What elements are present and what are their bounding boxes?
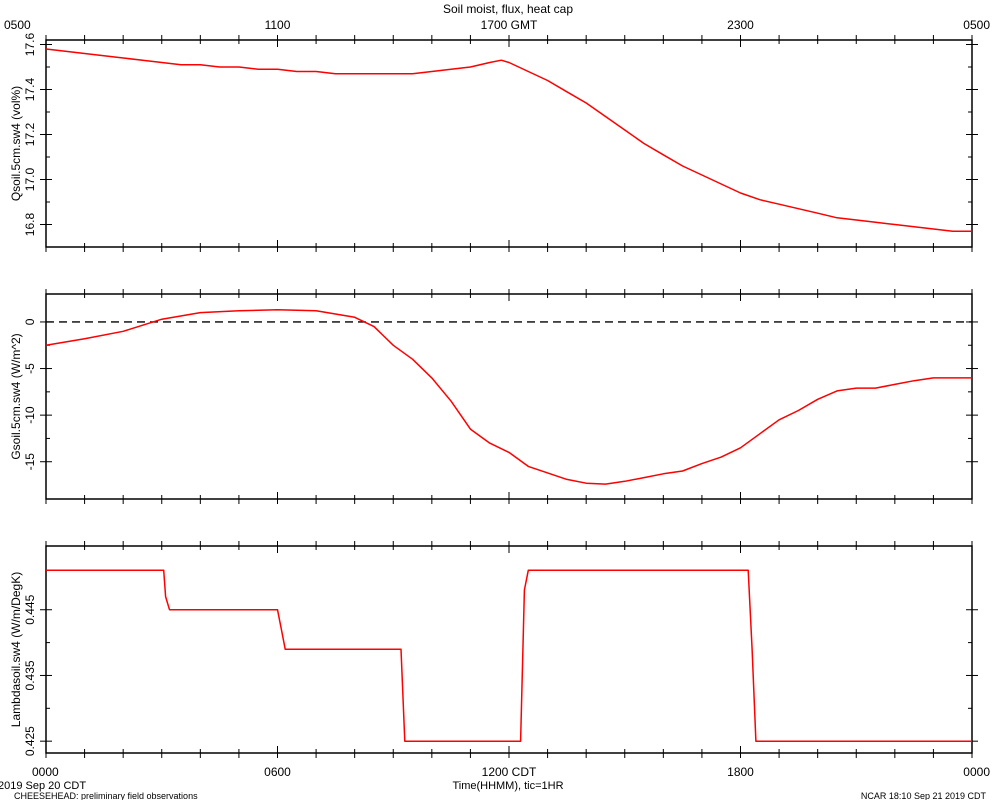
bottom-tick-label: 1800 [727, 765, 754, 779]
panel-2: -15 -10 -5 0 Gsoil.5cm.sw4 (W/m^2) [9, 289, 978, 504]
panel-1: 16.8 17.0 17.2 17.4 17.6 Qsoil.5cm.sw4 (vol%) [9, 32, 978, 252]
project-label: CHEESEHEAD: preliminary field observatio… [14, 791, 198, 800]
top-tick-label: 0500 [963, 18, 990, 32]
y-tick-label: -10 [23, 406, 37, 424]
chart-panels: 16.8 17.0 17.2 17.4 17.6 Qsoil.5cm.sw4 (vol%)… [9, 32, 978, 758]
y-tick-label: 17.4 [23, 77, 37, 101]
y-tick-label: 17.6 [23, 32, 37, 56]
y-tick-label: 16.8 [23, 212, 37, 236]
top-tick-label: 1100 [265, 18, 291, 32]
x-axis-label: Time(HHMM), tic=1HR [452, 780, 563, 792]
series-line [46, 569, 972, 742]
top-time-axis: 0500 1100 1700 GMT 2300 0500 [4, 18, 990, 32]
chart-title: Soil moist, flux, heat cap [443, 2, 573, 16]
credit-label: NCAR 18:10 Sep 21 2019 CDT [861, 791, 987, 800]
y-tick-label: 0 [23, 318, 37, 325]
y-axis-label: Lambdasoil.sw4 (W/m/DegK) [9, 572, 23, 727]
bottom-tick-label: 0000 [963, 765, 990, 779]
bottom-tick-label: 0000 [32, 765, 59, 779]
top-tick-label: 0500 [4, 18, 31, 32]
panel-frame [45, 293, 973, 500]
y-tick-label: -5 [23, 363, 37, 374]
panel-frame [45, 39, 973, 248]
top-tick-label: 1700 GMT [481, 18, 538, 32]
y-tick-label: 0.445 [23, 594, 37, 624]
y-tick-label: 0.435 [23, 660, 37, 690]
y-axis-label: Gsoil.5cm.sw4 (W/m^2) [9, 333, 23, 459]
panel-frame [45, 545, 973, 754]
y-tick-label: -15 [23, 453, 37, 471]
bottom-tick-label: 0600 [264, 765, 291, 779]
date-label: 2019 Sep 20 CDT [0, 780, 86, 792]
bottom-tick-label: 1200 CDT [482, 765, 537, 779]
y-axis-label: Qsoil.5cm.sw4 (vol%) [9, 86, 23, 201]
y-tick-label: 17.2 [23, 122, 37, 146]
y-tick-label: 0.425 [23, 726, 37, 756]
y-tick-label: 17.0 [23, 167, 37, 191]
series-line [45, 309, 972, 485]
series-line [45, 48, 972, 232]
bottom-time-axis: 0000 0600 1200 CDT 1800 0000 [32, 765, 990, 779]
top-tick-label: 2300 [727, 18, 754, 32]
